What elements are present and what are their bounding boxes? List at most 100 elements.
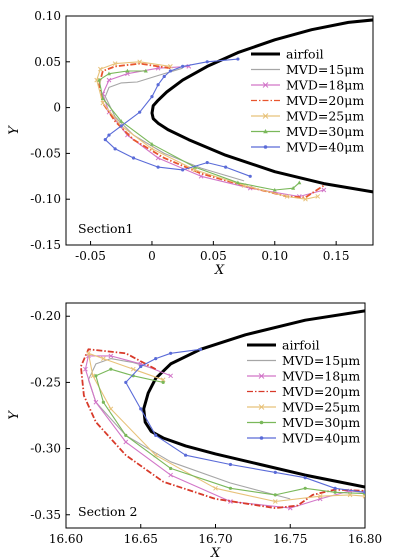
series-group [94, 18, 373, 202]
data-point [228, 486, 233, 490]
data-point [205, 160, 209, 165]
data-point [333, 490, 337, 494]
data-point [106, 77, 112, 83]
data-point [297, 180, 302, 185]
data-point [124, 433, 128, 437]
data-point [125, 68, 130, 73]
y-tick-label: -0.15 [30, 238, 61, 252]
chart-panel-1: -0.05 0 0.05 0.10 0.15 0.10 0.05 0 -0.05 -0.10 -0.… [7, 9, 374, 278]
y-tick-label: -0.10 [30, 192, 61, 206]
data-point [108, 353, 114, 359]
data-point [119, 119, 124, 123]
series-line-mvd-4 [87, 352, 365, 503]
legend-marker [263, 145, 268, 149]
data-point [113, 147, 117, 151]
legend-label: MVD=20μm [286, 93, 364, 108]
data-point [100, 100, 106, 106]
legend-label: MVD=18μm [286, 78, 364, 93]
legend: airfoilMVD=15μmMVD=18μmMVD=20μmMVD=25μmM… [251, 47, 364, 155]
x-tick-label: 0.10 [261, 249, 288, 263]
x-tick-label: 16.65 [124, 532, 158, 546]
data-point [94, 374, 98, 378]
data-point [138, 110, 142, 114]
y-tick-label: -0.25 [30, 375, 61, 389]
data-point [315, 194, 321, 199]
data-point [98, 66, 103, 72]
data-point [198, 173, 204, 179]
series-line-airfoil [150, 18, 373, 194]
legend-marker [262, 113, 269, 119]
legend-marker [259, 436, 264, 440]
y-axis-label: Y [7, 125, 22, 135]
x-tick-label: 16.70 [198, 532, 232, 546]
data-point [130, 366, 136, 372]
data-point [124, 380, 128, 385]
y-tick-label: -0.35 [30, 508, 61, 522]
data-point [168, 373, 174, 379]
data-point [205, 60, 209, 64]
x-tick-label: 16.75 [273, 532, 307, 546]
data-point [149, 146, 155, 152]
data-point [123, 439, 129, 445]
data-point [168, 64, 173, 69]
y-tick-label: -0.30 [30, 442, 61, 456]
data-point [272, 187, 277, 192]
series-group [80, 309, 365, 511]
data-point [236, 57, 240, 61]
data-point [108, 406, 114, 412]
x-tick-label: 0.05 [200, 249, 227, 263]
series-line-mvd-5 [95, 368, 365, 496]
data-point [139, 407, 143, 411]
x-axis-label: X [210, 546, 221, 559]
legend-marker [259, 420, 264, 425]
data-point [181, 64, 185, 68]
data-point [103, 138, 107, 142]
legend-label: MVD=15μm [286, 62, 364, 77]
y-axis-label: Y [7, 410, 22, 420]
legend-label: MVD=18μm [282, 369, 360, 384]
data-point [362, 493, 365, 499]
data-point [347, 492, 353, 498]
data-point [303, 196, 308, 202]
series-line-mvd-1 [87, 358, 291, 500]
legend-marker [258, 404, 265, 410]
legend-label: MVD=30μm [286, 124, 364, 139]
data-point [149, 142, 154, 146]
data-point [83, 366, 88, 372]
data-point [321, 187, 327, 193]
data-point [156, 165, 160, 169]
chart-panel-2: 16.60 16.65 16.70 16.75 16.80 -0.20 -0.25 -0.30… [7, 302, 382, 559]
data-point [235, 180, 240, 185]
data-point [106, 71, 111, 76]
data-point [143, 68, 148, 73]
data-point [228, 462, 233, 467]
series-line-mvd-6 [104, 58, 251, 177]
legend-marker [258, 373, 265, 379]
y-tick-label: -0.20 [30, 309, 61, 323]
data-point [303, 476, 307, 480]
data-point [333, 486, 337, 490]
data-point [162, 74, 166, 79]
data-point [272, 499, 278, 504]
y-tick-label: 0.10 [34, 9, 61, 23]
legend-marker [263, 129, 268, 134]
data-point [169, 466, 173, 471]
data-point [101, 400, 105, 404]
legend-label: airfoil [286, 47, 324, 62]
data-point [169, 351, 173, 355]
data-point [101, 356, 106, 361]
panel-label: Section1 [78, 221, 134, 236]
data-point [155, 155, 161, 161]
data-point [181, 168, 185, 172]
data-point [119, 124, 123, 128]
plot-frame [65, 15, 374, 246]
data-point [363, 490, 365, 494]
data-point [161, 380, 165, 385]
data-point [154, 356, 158, 361]
legend-label: MVD=25μm [282, 400, 360, 415]
legend-label: MVD=20μm [282, 384, 360, 399]
data-point [273, 493, 277, 497]
data-point [107, 133, 111, 137]
data-point [139, 364, 143, 369]
